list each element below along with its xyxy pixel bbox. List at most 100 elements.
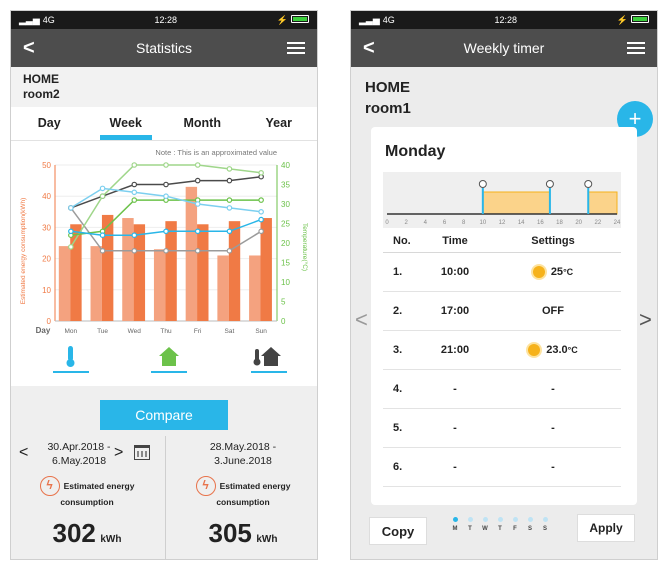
y2-tick-label: 15 (281, 259, 290, 268)
period-a-total: 302 kWh (11, 518, 163, 549)
weekday-dot[interactable]: S (526, 517, 534, 532)
setting-value: OFF (542, 305, 564, 317)
header-settings: Settings (531, 235, 575, 247)
y-tick-label: 10 (42, 286, 51, 295)
table-row[interactable]: 1. 10:00 25°C (383, 253, 621, 292)
status-bar: ▂▃▅ 4G 12:28 ⚡ (351, 11, 657, 29)
weekday-label: T (468, 526, 472, 532)
period-b-unit: kWh (256, 534, 278, 545)
apply-button[interactable]: Apply (577, 514, 635, 542)
timeline-tick-label: 4 (424, 220, 428, 226)
timeline-tick-label: 22 (594, 220, 601, 226)
clock: 12:28 (154, 15, 178, 25)
row-time: - (453, 461, 457, 473)
data-point (131, 181, 138, 188)
data-point (194, 177, 201, 184)
back-icon[interactable]: < (23, 36, 35, 59)
y-tick-label: 0 (47, 317, 52, 326)
data-point (226, 177, 233, 184)
weekday-label: M (452, 526, 458, 532)
table-row[interactable]: 6. - - (383, 448, 621, 487)
row-number: 3. (393, 344, 403, 356)
tab-week[interactable]: Week (88, 107, 165, 140)
timeline-tick-label: 2 (404, 220, 408, 226)
hamburger-menu-icon[interactable] (627, 42, 645, 54)
row-time: 17:00 (440, 305, 470, 317)
setting-value: 25 (550, 265, 564, 278)
period-b: 28.May.2018 - 3.June.2018 ϟ Estimated en… (167, 434, 317, 559)
weekday-dot[interactable]: F (511, 517, 519, 532)
compare-button[interactable]: Compare (100, 400, 228, 430)
data-point (163, 193, 169, 200)
table-row[interactable]: 3. 21:00 23.0°C (383, 331, 621, 370)
back-icon[interactable]: < (363, 36, 375, 59)
header-time: Time (442, 235, 468, 247)
tab-month[interactable]: Month (183, 116, 221, 130)
row-number: 6. (393, 461, 403, 473)
copy-button[interactable]: Copy (369, 517, 427, 545)
data-point (131, 197, 138, 203)
x-tick-label: Thu (160, 328, 172, 335)
timeline-svg: 0 2 4 6 8 10 12 14 16 18 20 22 24 (385, 180, 621, 226)
battery-indicator: ⚡ (616, 14, 649, 26)
weekly-timer-screen: ▂▃▅ 4G 12:28 ⚡ < Weekly timer HOME room1… (350, 10, 658, 560)
table-row[interactable]: 2. 17:00 OFF (383, 292, 621, 331)
chevron-left-icon[interactable]: < (19, 444, 29, 461)
bar (122, 218, 134, 321)
sun-icon (532, 266, 545, 279)
timeline-tick-label: 10 (479, 220, 486, 226)
setting-value: - (551, 383, 555, 395)
status-bar: ▂▃▅ 4G 12:28 ⚡ (11, 11, 317, 29)
data-point (194, 228, 201, 235)
period-a-est: ϟ Estimated energy (11, 476, 163, 496)
house-temperature-icon (253, 347, 281, 366)
tab-day[interactable]: Day (37, 116, 61, 130)
chevron-right-icon[interactable]: > (114, 444, 124, 461)
bar (58, 246, 71, 321)
timer-body: HOME room1 + < > Monday 0 2 4 6 8 10 12 14 16 18 2… (351, 67, 657, 559)
energy-icon: ϟ (195, 476, 216, 496)
timeline-tick-label: 14 (518, 220, 525, 226)
weekday-dot[interactable]: S (541, 517, 549, 532)
calendar-icon[interactable] (134, 445, 150, 460)
data-point (99, 248, 106, 254)
thermometer-icon (66, 346, 75, 367)
previous-day-icon[interactable]: < (355, 307, 368, 332)
timeline-tick-label: 24 (614, 220, 621, 226)
data-point (194, 248, 201, 254)
next-day-icon[interactable]: > (639, 307, 652, 332)
table-row[interactable]: 4. - - (383, 370, 621, 409)
timeline-tick-label: 18 (556, 220, 563, 226)
room-label: room2 (23, 87, 60, 101)
x-tick-label: Fri (194, 328, 202, 335)
weekday-dot[interactable]: W (481, 517, 489, 532)
charging-icon: ⚡ (616, 14, 628, 25)
data-point (68, 228, 74, 235)
period-b-value: 305 (208, 518, 252, 548)
weekday-dot[interactable]: T (496, 517, 504, 532)
y2-tick-label: 40 (281, 161, 290, 170)
row-setting: - (485, 422, 621, 434)
row-setting: 23.0°C (485, 344, 621, 357)
data-point (258, 216, 264, 223)
hamburger-menu-icon[interactable] (286, 42, 305, 54)
tab-year[interactable]: Year (265, 116, 292, 130)
legend-underline (251, 371, 287, 374)
y-tick-label: 40 (42, 192, 51, 201)
data-point (258, 228, 264, 235)
weekday-dot[interactable]: T (466, 517, 474, 532)
y2-tick-label: 20 (281, 239, 290, 248)
period-b-est: ϟ Estimated energy (167, 476, 317, 496)
y2-tick-label: 10 (281, 278, 290, 287)
data-point (258, 209, 264, 215)
period-b-range-line1: 28.May.2018 - (209, 441, 277, 453)
period-a-est-line2: consumption (60, 497, 114, 507)
row-number: 5. (393, 422, 403, 434)
weekday-dot[interactable]: M (451, 517, 459, 532)
x-axis-label: Day (36, 326, 51, 335)
period-a-range[interactable]: 30.Apr.2018 - 6.May.2018 (11, 434, 163, 468)
day-timeline: 0 2 4 6 8 10 12 14 16 18 20 22 24 (383, 172, 621, 228)
data-point (163, 162, 169, 168)
table-row[interactable]: 5. - - (383, 409, 621, 448)
